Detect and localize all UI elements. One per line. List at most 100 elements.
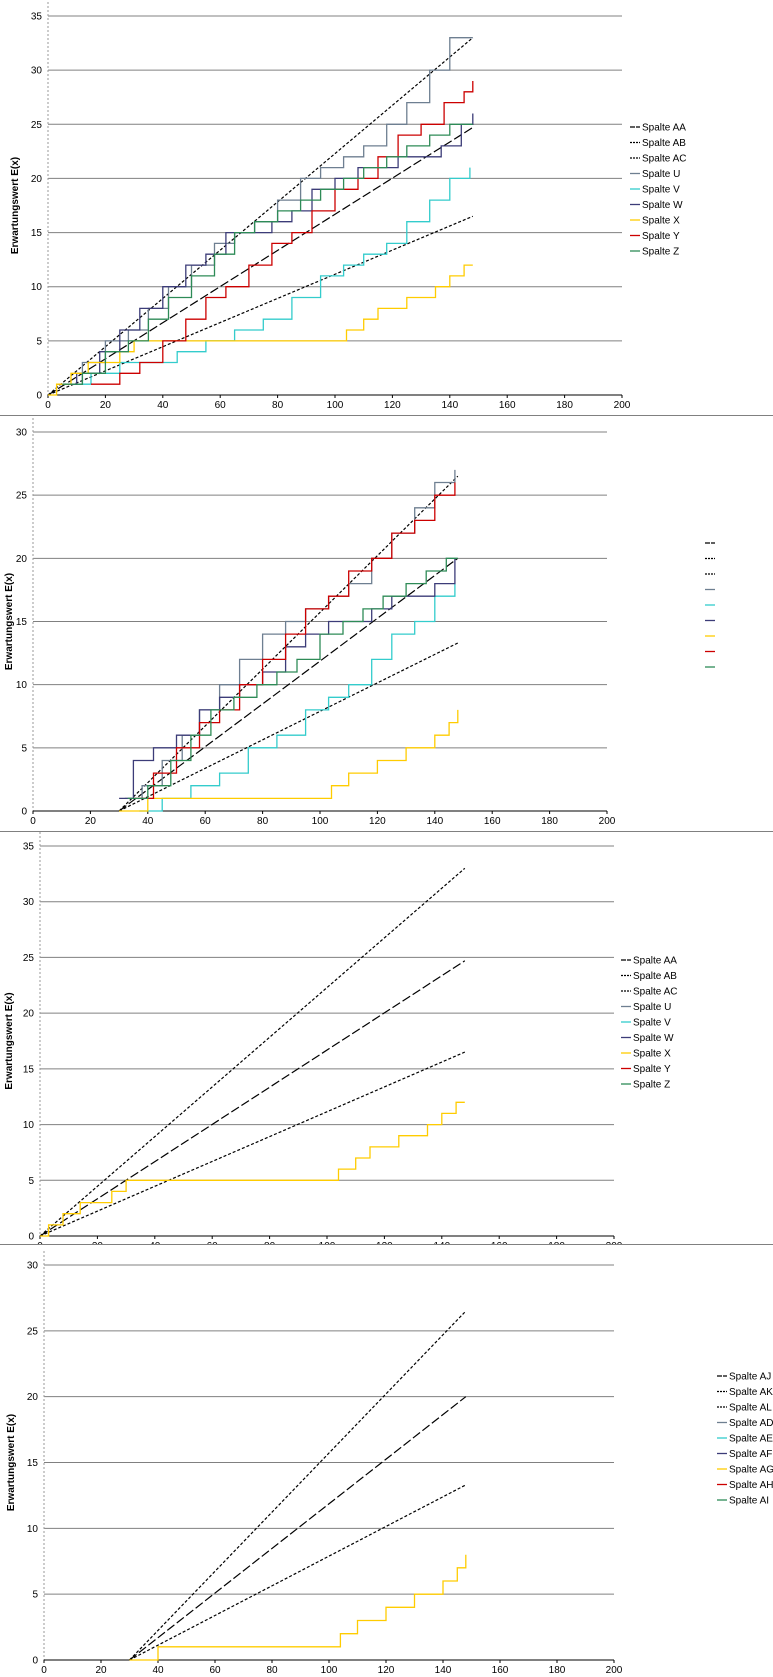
x-tick-label: 100 [321,1665,338,1676]
y-tick-label: 20 [23,1009,35,1020]
x-tick-label: 180 [548,1241,565,1244]
x-tick-label: 100 [312,816,329,827]
y-tick-label: 20 [27,1392,39,1403]
series-line [118,475,459,812]
series-line [139,583,456,812]
x-tick-label: 0 [37,1241,43,1244]
x-tick-label: 160 [491,1241,508,1244]
series-line [47,126,474,396]
legend-entry: Spalte AL [729,1403,772,1414]
x-tick-label: 200 [614,400,631,411]
legend-entry: Spalte V [633,1018,671,1029]
series-line [39,1051,466,1237]
x-tick-label: 40 [157,400,169,411]
legend-entry: Spalte AI [729,1496,769,1507]
y-tick-label: 35 [23,842,35,853]
series-line [56,113,474,385]
x-tick-label: 140 [433,1241,450,1244]
series-line [133,482,456,800]
x-tick-label: 20 [85,816,97,827]
series-line [40,1101,465,1237]
legend-entry: Spalte X [633,1049,671,1060]
legend-entry: Spalte Z [633,1080,670,1091]
x-tick-label: 180 [556,400,573,411]
chart-panel-4: 0 5 10 15 20 25 30 0 20 40 60 80 100 120 140 160 180 200 E… [0,1245,773,1677]
series-line [48,264,473,396]
y-tick-label: 0 [21,807,27,818]
y-tick-label: 25 [23,953,35,964]
x-tick-label: 60 [200,816,212,827]
legend-entry: Spalte AC [633,987,677,998]
x-tick-label: 60 [207,1241,219,1244]
x-tick-label: 160 [492,1665,509,1676]
chart-panel-1: 0 5 10 15 20 25 30 35 0 20 40 60 80 100 120 140 160 180 20… [0,0,728,415]
chart-panel-3: 0 5 10 15 20 25 30 35 0 20 40 60 80 100 120 140 160 180 20… [0,832,773,1244]
series-line [119,709,459,812]
y-axis-label: Erwartungswert E(x) [4,573,15,670]
legend-entry: Spalte AF [729,1449,772,1460]
series-line [62,123,473,385]
y-tick-label: 20 [31,174,43,185]
x-tick-label: 0 [45,400,51,411]
y-tick-label: 5 [32,1590,38,1601]
legend-entry: Spalte W [642,200,683,211]
series-line [129,1554,467,1661]
x-tick-label: 140 [435,1665,452,1676]
series-line [47,37,474,396]
panel-divider [0,831,773,832]
legend-entry: Spalte AC [642,154,686,165]
y-tick-label: 15 [27,1458,39,1469]
legend-entry: Spalte AD [729,1418,773,1429]
series-line [127,557,458,800]
y-tick-label: 30 [23,897,35,908]
panel-divider [0,415,773,416]
x-tick-label: 120 [378,1665,395,1676]
legend-entry: Spalte U [633,1002,671,1013]
x-tick-label: 80 [272,400,284,411]
legend-entry: Spalte AB [633,971,677,982]
y-tick-label: 25 [16,491,28,502]
legend-entry: Spalte AJ [729,1372,771,1383]
legend-entry: Spalte U [642,169,680,180]
chart-2: 0 5 10 15 20 25 30 0 20 40 60 80 100 120 140 160 180 200 E… [4,418,715,827]
y-tick-label: 25 [31,120,43,131]
series-line [118,557,459,812]
x-tick-label: 40 [142,816,154,827]
x-tick-label: 80 [266,1665,278,1676]
x-tick-label: 120 [376,1241,393,1244]
legend-entry: Spalte W [633,1033,674,1044]
series-line [119,558,456,800]
y-tick-label: 10 [23,1120,35,1131]
y-axis-label: Erwartungswert E(x) [6,1414,17,1511]
series-line [39,960,466,1237]
legend-entry: Spalte AH [729,1480,773,1491]
x-tick-label: 100 [319,1241,336,1244]
x-tick-label: 160 [484,816,501,827]
x-tick-label: 200 [606,1665,623,1676]
x-tick-label: 180 [549,1665,566,1676]
legend-entry: Spalte V [642,185,680,196]
y-axis-label: Erwartungswert E(x) [4,992,15,1089]
legend-entry: Spalte AA [642,123,686,134]
series-line [129,1396,467,1661]
x-tick-label: 40 [152,1665,164,1676]
y-tick-label: 30 [31,66,43,77]
x-tick-label: 20 [95,1665,107,1676]
legend-entry: Spalte AK [729,1387,773,1398]
y-tick-label: 30 [27,1261,39,1272]
y-tick-label: 15 [23,1064,35,1075]
x-tick-label: 80 [257,816,269,827]
x-tick-label: 120 [384,400,401,411]
y-tick-label: 0 [32,1656,38,1667]
chart-4: 0 5 10 15 20 25 30 0 20 40 60 80 100 120 140 160 180 200 E… [6,1251,773,1676]
chart-1: 0 5 10 15 20 25 30 35 0 20 40 60 80 100 120 140 160 180 20… [10,2,686,411]
series-line [129,1484,467,1661]
y-tick-label: 0 [36,391,42,402]
x-tick-label: 20 [92,1241,104,1244]
y-tick-label: 5 [28,1176,34,1187]
legend-entry: Spalte X [642,216,680,227]
series-line [47,215,474,396]
x-tick-label: 0 [30,816,36,827]
legend-entry: Spalte AE [729,1434,773,1445]
y-tick-label: 30 [16,428,28,439]
